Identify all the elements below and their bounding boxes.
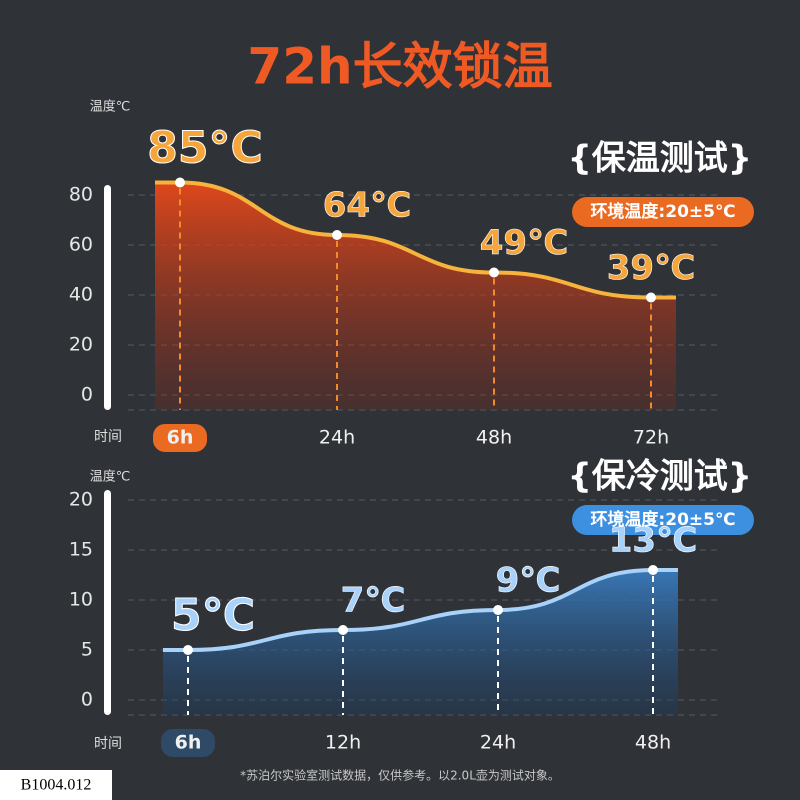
x-tick-label: 6h [175,732,202,754]
condition: 环境温度:20±5℃ [590,201,735,222]
y-axis-label: 温度℃ [90,469,131,485]
condition: 环境温度:20±5℃ [590,509,735,530]
page-title: 72h长效锁温 [247,38,552,96]
id-box [0,770,112,800]
y-tick-label: 10 [69,589,93,611]
area [163,570,678,715]
y-tick-label: 40 [69,284,93,306]
y-tick-label: 20 [69,334,93,356]
x-tick-label: 24h [480,732,516,754]
point [648,565,658,575]
condition-badge [572,505,754,535]
y-tick-label: 0 [81,384,93,406]
image-id: B1004.012 [21,777,92,794]
x-tick-label: 12h [325,732,361,754]
x-tick-label: 48h [635,732,671,754]
value-label: 64℃ [323,186,412,226]
axis-bar [104,185,111,410]
axis-bar [104,490,111,715]
x-axis-label: 时间 [94,429,122,445]
point [332,230,342,240]
value-label: 7℃ [341,581,406,621]
x-tick-label: 72h [633,427,669,449]
value-label: 13℃ [609,521,698,561]
x-tick-label: 24h [319,427,355,449]
line [163,568,678,652]
x-tick-label: 48h [476,427,512,449]
y-tick-label: 80 [69,184,93,206]
point [175,177,185,188]
y-tick-label: 60 [69,234,93,256]
condition-badge [572,197,754,227]
y-tick-label: 15 [69,539,93,561]
x-tick-label: 6h [167,427,194,449]
point [489,267,499,278]
value-label: 9℃ [496,561,561,601]
test-name: {保温测试} [568,139,752,179]
y-axis-label: 温度℃ [90,99,131,115]
area [155,182,676,410]
y-tick-label: 5 [81,639,93,661]
y-tick-label: 20 [69,489,93,511]
x-highlight [161,729,215,757]
value-label: 85°C [147,123,263,174]
value-label: 39℃ [607,248,696,288]
point [338,625,348,635]
point [493,605,503,615]
value-label: 5℃ [171,590,255,641]
point [183,645,193,655]
x-axis-label: 时间 [94,736,122,752]
y-tick-label: 0 [81,689,93,711]
point [646,292,656,303]
value-label: 49℃ [480,223,569,263]
test-name: {保冷测试} [568,457,752,497]
line [155,180,676,300]
footnote: *苏泊尔实验室测试数据，仅供参考。以2.0L壶为测试对象。 [240,768,560,783]
x-highlight [153,424,207,452]
